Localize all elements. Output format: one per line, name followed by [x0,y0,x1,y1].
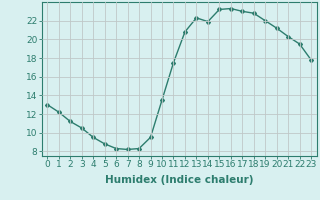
X-axis label: Humidex (Indice chaleur): Humidex (Indice chaleur) [105,175,253,185]
